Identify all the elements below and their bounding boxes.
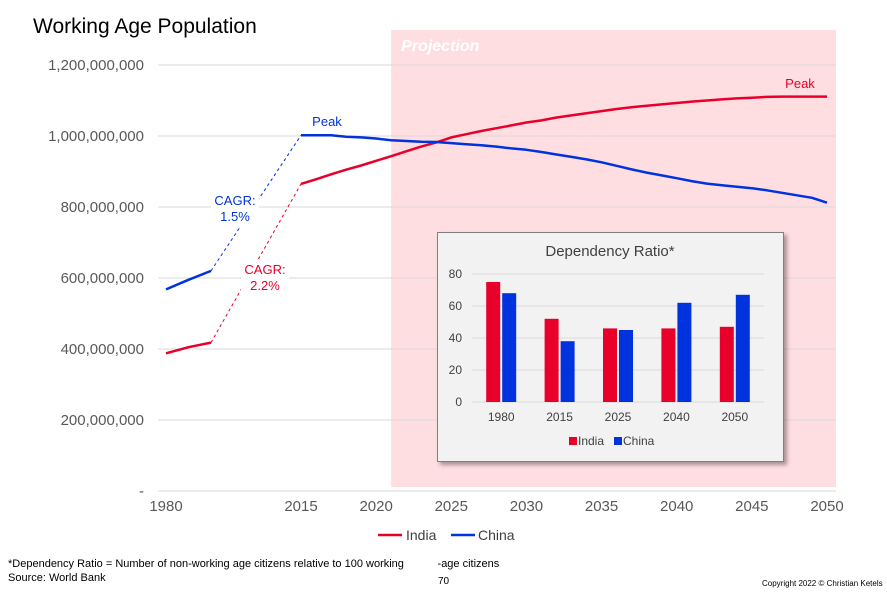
inset-bars [486, 282, 750, 402]
inset-x-tick-label: 2040 [663, 410, 690, 424]
inset-gridlines [472, 273, 764, 403]
inset-x-ticks: 1980 2015 2025 2040 2050 [488, 410, 749, 424]
series-line-india [165, 341, 212, 355]
inset-legend: India China [569, 434, 655, 448]
series-line-china [301, 134, 828, 204]
x-tick-label: 1980 [149, 498, 182, 515]
x-tick-label: 2015 [284, 498, 317, 515]
bar-india-2025 [603, 328, 617, 402]
cagr-india-label: CAGR: [244, 262, 285, 277]
cagr-china-value: 1.5% [220, 209, 250, 224]
y-tick-label: 1,200,000,000 [48, 57, 144, 74]
inset-x-tick-label: 2025 [605, 410, 632, 424]
inset-legend-india-swatch [569, 437, 577, 445]
inset-x-tick-label: 2015 [546, 410, 573, 424]
source-note: Source: World Bank [8, 572, 106, 584]
inset-y-tick-label: 80 [449, 267, 463, 281]
inset-y-tick-label: 40 [449, 331, 463, 345]
projection-label: Projection [401, 38, 479, 55]
legend-india-label: India [406, 527, 437, 543]
x-tick-label: 2030 [510, 498, 543, 515]
bar-india-2050 [719, 326, 734, 402]
cagr-china-label: CAGR: [214, 193, 255, 208]
y-axis-ticks: - 200,000,000 400,000,000 600,000,000 800,00… [48, 57, 144, 500]
peak-china-annotation: Peak [312, 114, 342, 129]
inset-y-tick-label: 60 [449, 299, 463, 313]
x-tick-label: 2040 [660, 498, 693, 515]
inset-legend-china-label: China [623, 434, 655, 448]
chart-title: Working Age Population [33, 15, 257, 38]
bar-china-2050 [735, 294, 750, 402]
main-legend: India China [378, 527, 515, 543]
y-tick-label: 400,000,000 [61, 341, 144, 358]
y-tick-label: 200,000,000 [61, 412, 144, 429]
x-tick-label: 2050 [810, 498, 843, 515]
series-line-india [300, 95, 827, 186]
y-tick-label: 800,000,000 [61, 199, 144, 216]
inset-x-tick-label: 1980 [488, 410, 515, 424]
bar-india-1980 [486, 282, 501, 402]
bar-china-2040 [677, 302, 692, 402]
x-tick-label: 2045 [735, 498, 768, 515]
legend-china-label: China [478, 527, 515, 543]
y-tick-label: 1,000,000,000 [48, 128, 144, 145]
inset-y-ticks: 0 20 40 60 80 [449, 267, 463, 409]
dependency-ratio-inset: Dependency Ratio* 0 20 40 60 80 1980 2015 2025… [437, 232, 784, 462]
inset-legend-china-swatch [614, 437, 622, 445]
bar-china-2025 [619, 330, 633, 402]
y-tick-label: 600,000,000 [61, 270, 144, 287]
page-number: 70 [438, 576, 450, 587]
x-tick-label: 2025 [435, 498, 468, 515]
x-tick-label: 2020 [359, 498, 392, 515]
peak-india-annotation: Peak [785, 76, 815, 91]
copyright: Copyright 2022 © Christian Ketels [762, 579, 883, 588]
bar-india-2040 [661, 328, 676, 402]
bar-china-1980 [502, 293, 517, 402]
inset-legend-india-label: India [578, 434, 604, 448]
inset-y-tick-label: 0 [455, 395, 462, 409]
bar-india-2015 [544, 318, 559, 402]
inset-y-tick-label: 20 [449, 363, 463, 377]
y-tick-label: - [139, 483, 144, 500]
series-line-china [165, 269, 212, 291]
x-axis-ticks: 1980 2015 2020 2025 2030 2035 2040 2045 2050 [149, 498, 843, 515]
x-tick-label: 2035 [585, 498, 618, 515]
cagr-india-value: 2.2% [250, 278, 280, 293]
bar-china-2015 [560, 341, 575, 402]
cagr-india-box [241, 259, 289, 295]
footnote: *Dependency Ratio = Number of non-workin… [8, 558, 500, 570]
inset-x-tick-label: 2050 [721, 410, 748, 424]
cagr-china-box [211, 190, 259, 226]
inset-title: Dependency Ratio* [545, 243, 674, 260]
